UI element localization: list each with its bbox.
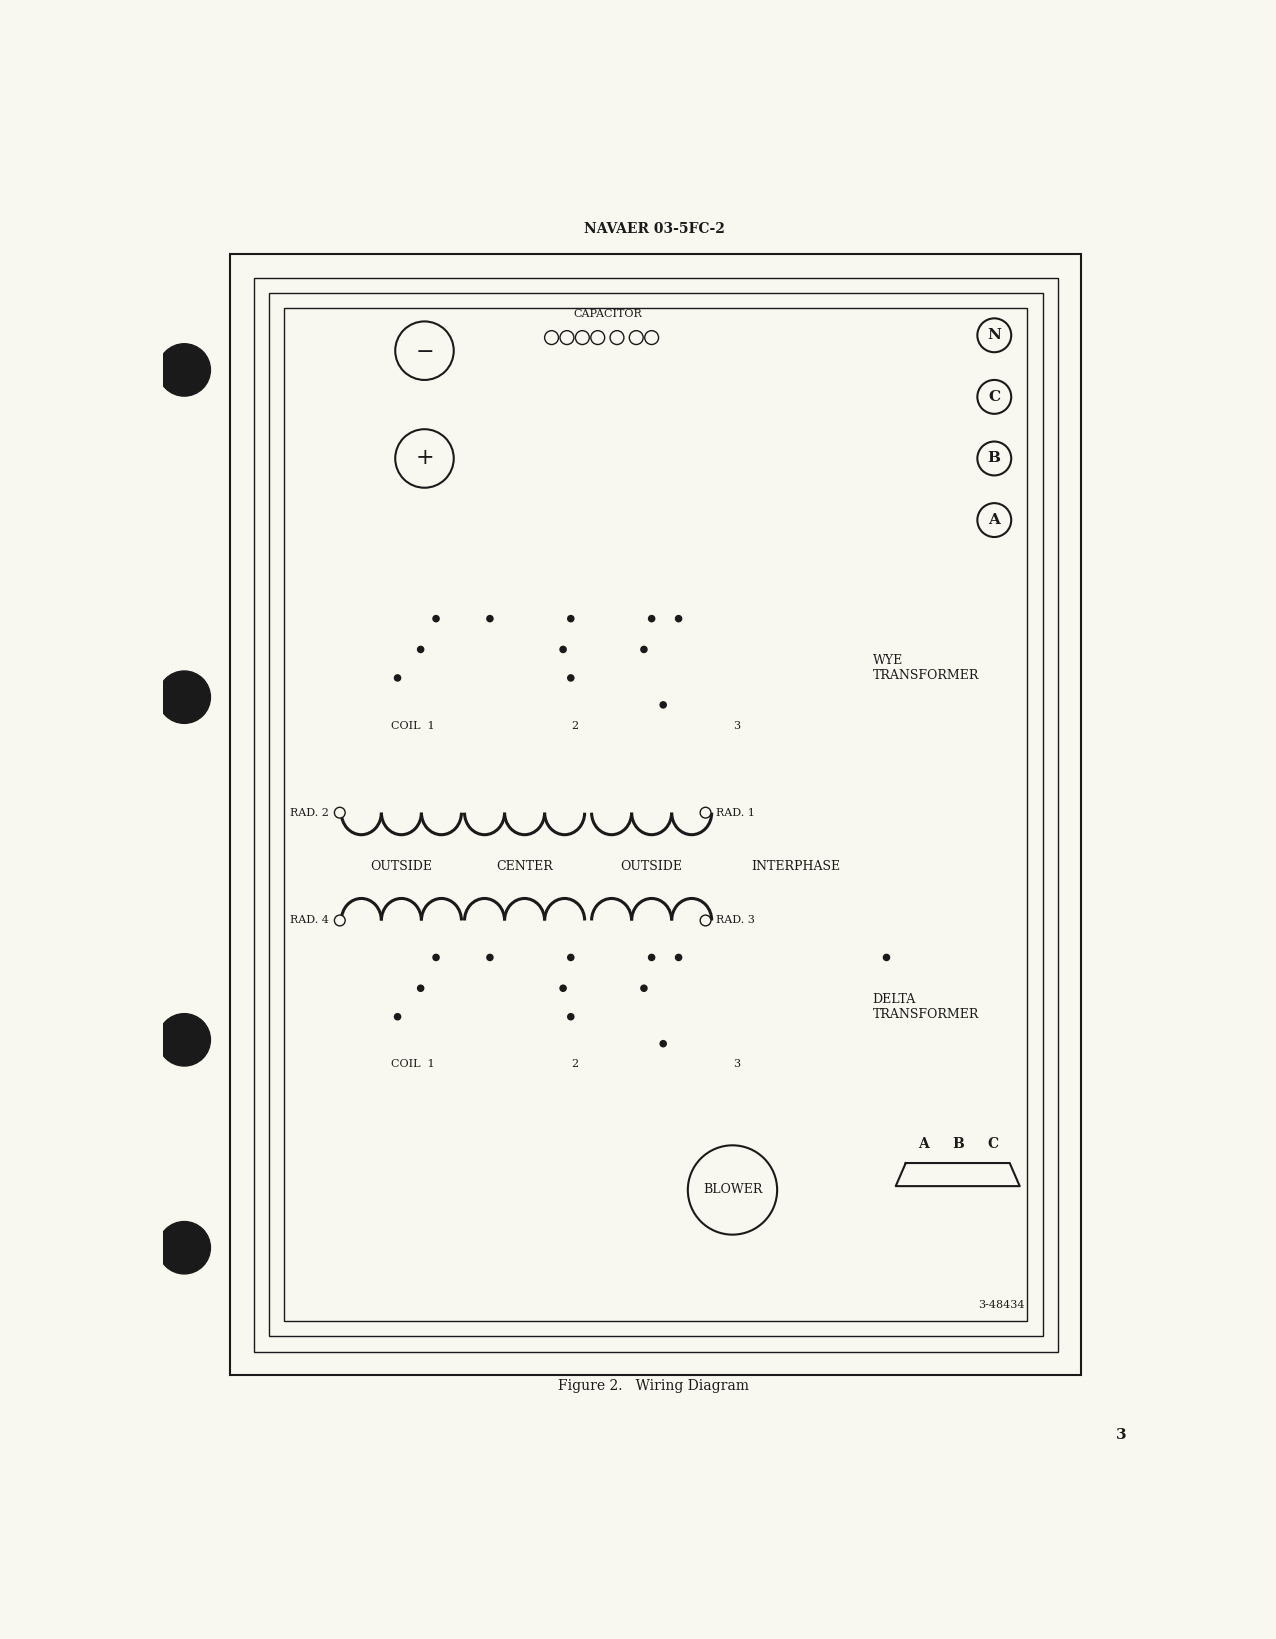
Text: OUTSIDE: OUTSIDE — [620, 860, 683, 874]
Circle shape — [433, 616, 439, 621]
Text: RAD. 4: RAD. 4 — [290, 916, 329, 926]
Circle shape — [560, 646, 567, 652]
Circle shape — [334, 808, 346, 818]
Circle shape — [977, 318, 1011, 352]
Text: C: C — [988, 1137, 998, 1151]
Text: 3: 3 — [1116, 1428, 1127, 1442]
Text: 3-48434: 3-48434 — [979, 1300, 1025, 1311]
Circle shape — [394, 1013, 401, 1019]
Circle shape — [568, 616, 574, 621]
Polygon shape — [896, 1164, 1020, 1187]
Circle shape — [648, 616, 655, 621]
Circle shape — [487, 616, 493, 621]
Text: BLOWER: BLOWER — [703, 1183, 762, 1196]
Text: A: A — [917, 1137, 929, 1151]
Text: RAD. 1: RAD. 1 — [716, 808, 755, 818]
Text: RAD. 3: RAD. 3 — [716, 916, 755, 926]
Circle shape — [394, 675, 401, 682]
Circle shape — [701, 808, 711, 818]
Text: INTERPHASE: INTERPHASE — [752, 860, 841, 874]
Text: COIL  1: COIL 1 — [392, 721, 435, 731]
Circle shape — [568, 1013, 574, 1019]
Bar — [254, 277, 1058, 1352]
Circle shape — [675, 616, 681, 621]
Circle shape — [644, 331, 658, 344]
Text: N: N — [988, 328, 1002, 343]
Text: C: C — [988, 390, 1000, 403]
Text: B: B — [952, 1137, 963, 1151]
Circle shape — [610, 331, 624, 344]
Bar — [948, 497, 1013, 543]
Text: OUTSIDE: OUTSIDE — [370, 860, 433, 874]
Circle shape — [591, 331, 605, 344]
Circle shape — [660, 1041, 666, 1047]
Text: 2: 2 — [572, 721, 578, 731]
Bar — [540, 325, 675, 365]
Bar — [332, 936, 817, 1078]
Circle shape — [701, 915, 711, 926]
Text: COIL  1: COIL 1 — [392, 1059, 435, 1070]
Circle shape — [977, 441, 1011, 475]
Bar — [332, 597, 817, 739]
Bar — [948, 311, 1013, 359]
Circle shape — [560, 985, 567, 992]
Circle shape — [158, 1221, 211, 1274]
Text: −: − — [415, 341, 434, 364]
Circle shape — [158, 344, 211, 397]
Circle shape — [396, 321, 454, 380]
Circle shape — [417, 646, 424, 652]
Circle shape — [433, 954, 439, 960]
Circle shape — [641, 985, 647, 992]
Text: CENTER: CENTER — [496, 860, 553, 874]
Circle shape — [660, 701, 666, 708]
Circle shape — [648, 954, 655, 960]
Circle shape — [560, 331, 574, 344]
Circle shape — [977, 503, 1011, 538]
Circle shape — [568, 675, 574, 682]
Text: 2: 2 — [572, 1059, 578, 1070]
Text: Figure 2.   Wiring Diagram: Figure 2. Wiring Diagram — [559, 1380, 749, 1393]
Circle shape — [487, 954, 493, 960]
Circle shape — [641, 646, 647, 652]
Bar — [285, 308, 1027, 1321]
Circle shape — [396, 429, 454, 488]
Text: WYE
TRANSFORMER: WYE TRANSFORMER — [873, 654, 979, 682]
Circle shape — [158, 1013, 211, 1065]
Text: 3: 3 — [732, 1059, 740, 1070]
Circle shape — [568, 954, 574, 960]
Circle shape — [545, 331, 559, 344]
Text: CAPACITOR: CAPACITOR — [573, 310, 642, 320]
Text: B: B — [988, 451, 1000, 465]
Circle shape — [883, 954, 889, 960]
Bar — [231, 254, 1081, 1375]
Circle shape — [334, 915, 346, 926]
Circle shape — [977, 380, 1011, 413]
Circle shape — [158, 670, 211, 723]
Text: DELTA
TRANSFORMER: DELTA TRANSFORMER — [873, 993, 979, 1021]
Bar — [948, 436, 1013, 482]
Circle shape — [575, 331, 590, 344]
Bar — [948, 374, 1013, 420]
Circle shape — [417, 985, 424, 992]
Circle shape — [629, 331, 643, 344]
Circle shape — [675, 954, 681, 960]
Text: NAVAER 03-5FC-2: NAVAER 03-5FC-2 — [583, 221, 725, 236]
Text: A: A — [989, 513, 1000, 528]
Text: +: + — [415, 447, 434, 469]
Bar — [910, 1124, 1005, 1164]
Circle shape — [688, 1146, 777, 1234]
Bar — [269, 293, 1042, 1336]
Text: RAD. 2: RAD. 2 — [290, 808, 329, 818]
Text: 3: 3 — [732, 721, 740, 731]
